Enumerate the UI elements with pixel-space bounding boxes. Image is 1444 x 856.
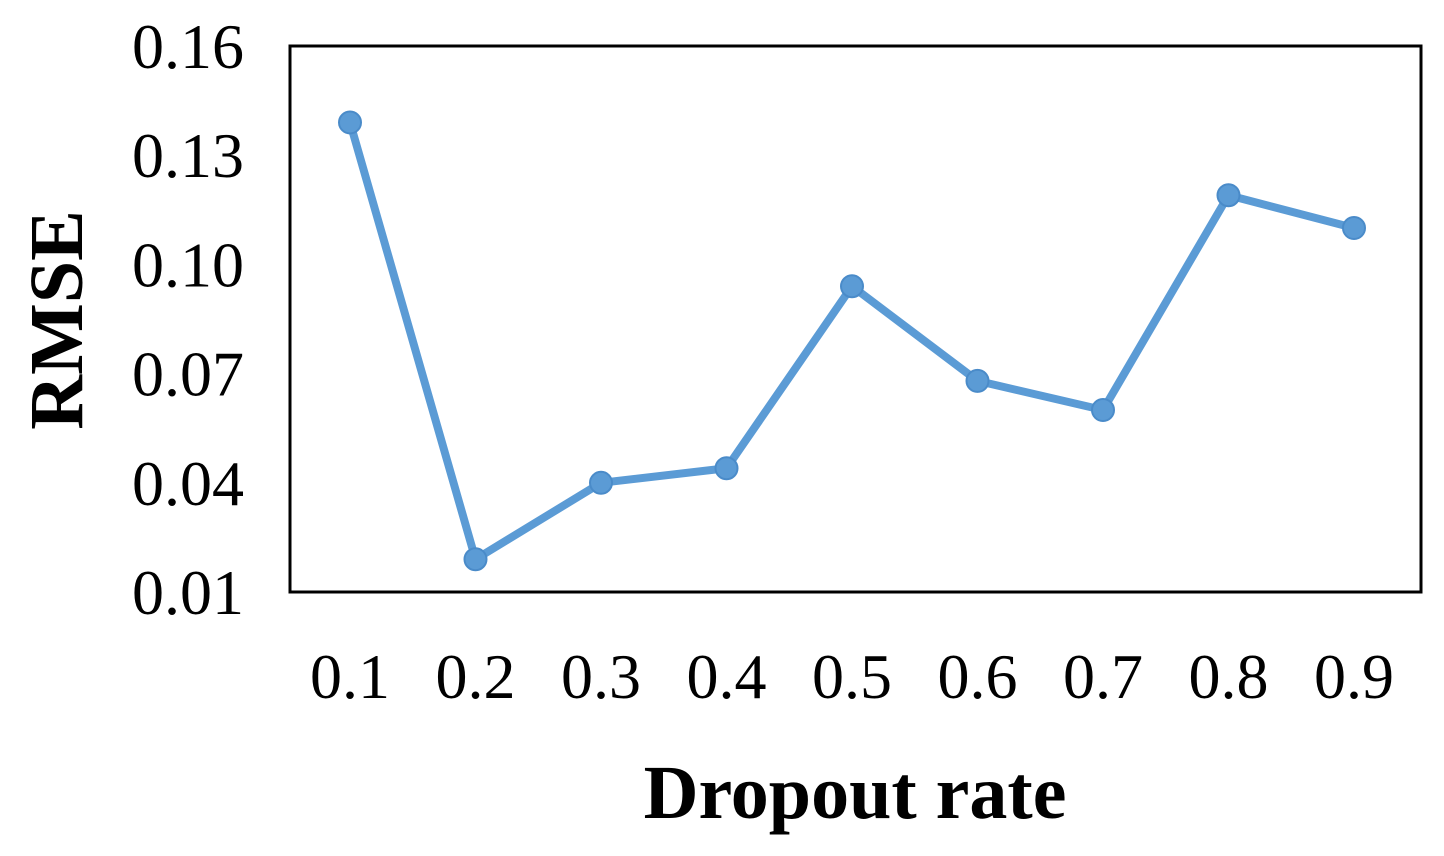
x-tick-label: 0.1 xyxy=(310,641,390,712)
data-point xyxy=(840,274,864,299)
y-tick-label: 0.04 xyxy=(132,448,244,519)
data-point xyxy=(1091,398,1115,422)
series-layer xyxy=(338,110,1366,572)
data-point xyxy=(714,456,739,481)
y-tick-label: 0.07 xyxy=(132,339,244,410)
data-point xyxy=(1216,183,1241,208)
x-tick-label: 0.9 xyxy=(1314,641,1394,712)
y-axis-title: RMSE xyxy=(15,210,99,430)
data-point xyxy=(965,368,990,393)
series-line xyxy=(346,118,1358,564)
data-point xyxy=(463,547,488,572)
y-axis-tick-labels: 0.01 0.04 0.07 0.10 0.13 0.16 xyxy=(132,11,244,628)
x-tick-label: 0.6 xyxy=(938,641,1018,712)
x-tick-label: 0.3 xyxy=(561,641,641,712)
y-tick-label: 0.10 xyxy=(132,229,244,300)
y-tick-label: 0.01 xyxy=(132,557,244,628)
y-tick-label: 0.16 xyxy=(132,11,244,82)
x-tick-label: 0.7 xyxy=(1063,641,1143,712)
x-tick-label: 0.2 xyxy=(436,641,516,712)
plot-frame xyxy=(288,44,1423,594)
data-point xyxy=(589,470,613,495)
x-tick-label: 0.8 xyxy=(1189,641,1269,712)
x-axis-tick-labels: 0.1 0.2 0.3 0.4 0.5 0.6 0.7 0.8 0.9 xyxy=(310,641,1394,712)
x-axis-title: Dropout rate xyxy=(644,751,1067,835)
data-point xyxy=(1342,216,1366,240)
data-point xyxy=(338,110,362,135)
y-tick-label: 0.13 xyxy=(132,120,244,191)
x-tick-label: 0.4 xyxy=(687,641,767,712)
x-tick-label: 0.5 xyxy=(812,641,892,712)
